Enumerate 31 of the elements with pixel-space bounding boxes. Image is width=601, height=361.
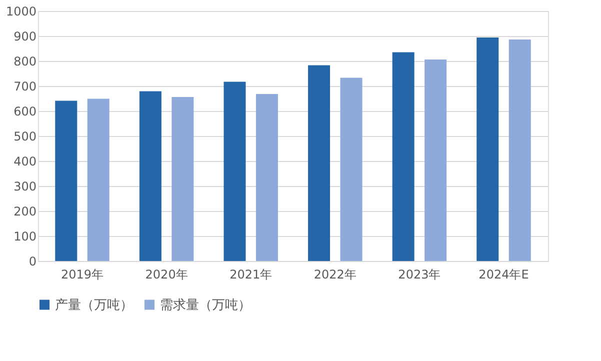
y-tick-label: 700 — [14, 80, 36, 94]
y-tick-label: 200 — [14, 204, 36, 218]
y-tick-label: 600 — [14, 104, 36, 118]
x-tick-label: 2020年 — [145, 268, 188, 282]
bar — [224, 82, 246, 261]
bar — [172, 97, 194, 261]
x-tick-label: 2021年 — [230, 268, 272, 282]
bar — [87, 98, 110, 261]
y-tick-label: 100 — [14, 230, 36, 244]
legend-label: 产量（万吨） — [55, 298, 133, 313]
y-tick-label: 300 — [14, 180, 36, 194]
y-tick-label: 1000 — [6, 4, 36, 18]
bar — [340, 78, 362, 261]
y-tick-label: 500 — [14, 130, 36, 144]
bar — [55, 100, 78, 261]
bar — [424, 60, 447, 261]
y-tick-label: 0 — [28, 254, 36, 268]
legend-label: 需求量（万吨） — [160, 298, 251, 313]
y-tick-label: 900 — [14, 30, 36, 44]
x-tick-label: 2023年 — [398, 268, 441, 282]
bar — [392, 52, 414, 261]
bar — [139, 91, 162, 261]
bar — [256, 94, 278, 261]
bar — [476, 38, 499, 261]
bar — [308, 65, 330, 261]
x-tick-label: 2022年 — [314, 268, 356, 282]
y-tick-label: 400 — [14, 154, 36, 168]
bar — [508, 40, 531, 261]
y-tick-label: 800 — [14, 54, 36, 68]
x-tick-label: 2024年E — [478, 268, 529, 282]
x-tick-label: 2019年 — [60, 268, 104, 282]
